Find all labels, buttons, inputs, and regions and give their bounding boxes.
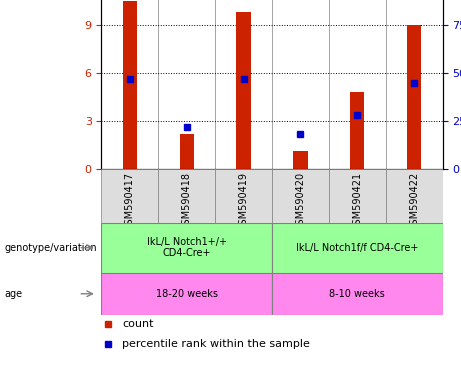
Bar (123, 1, 137, 169)
Text: GSM590420: GSM590420 (296, 172, 306, 231)
Bar (101, 223, 272, 273)
Bar (293, 151, 307, 169)
Bar (329, 169, 386, 223)
Bar (101, 169, 158, 223)
Text: IkL/L Notch1+/+
CD4-Cre+: IkL/L Notch1+/+ CD4-Cre+ (147, 237, 227, 258)
Bar (101, 273, 272, 315)
Text: GSM590418: GSM590418 (182, 172, 192, 231)
Text: 18-20 weeks: 18-20 weeks (156, 289, 218, 299)
Bar (272, 223, 443, 273)
Bar (180, 134, 194, 169)
Bar (407, 25, 421, 169)
Text: GSM590417: GSM590417 (125, 172, 135, 231)
Text: 8-10 weeks: 8-10 weeks (330, 289, 385, 299)
Bar (236, 12, 251, 169)
Text: IkL/L Notch1f/f CD4-Cre+: IkL/L Notch1f/f CD4-Cre+ (296, 243, 419, 253)
Text: count: count (122, 319, 154, 329)
Bar (386, 169, 443, 223)
Bar (272, 169, 329, 223)
Text: genotype/variation: genotype/variation (5, 243, 97, 253)
Bar (272, 273, 443, 315)
Bar (350, 92, 364, 169)
Bar (215, 169, 272, 223)
Text: GSM590419: GSM590419 (238, 172, 248, 231)
Text: age: age (5, 289, 23, 299)
Text: GSM590422: GSM590422 (409, 172, 419, 231)
Text: GSM590421: GSM590421 (352, 172, 362, 231)
Text: percentile rank within the sample: percentile rank within the sample (122, 339, 310, 349)
Bar (158, 169, 215, 223)
